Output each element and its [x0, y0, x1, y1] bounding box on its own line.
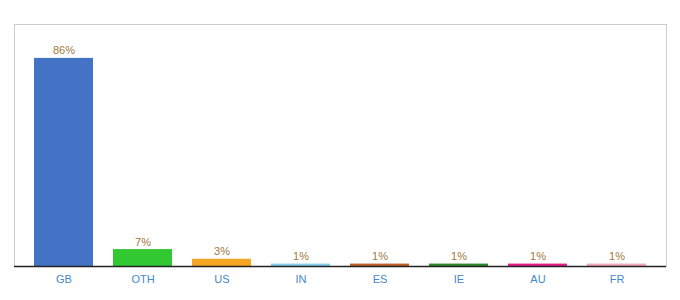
svg-text:FR: FR [610, 273, 625, 285]
svg-text:GB: GB [56, 273, 72, 285]
svg-text:1%: 1% [609, 250, 625, 262]
svg-text:ES: ES [373, 273, 388, 285]
svg-text:US: US [214, 273, 229, 285]
svg-text:IE: IE [454, 273, 464, 285]
svg-text:3%: 3% [214, 245, 230, 257]
svg-text:1%: 1% [530, 250, 546, 262]
svg-text:OTH: OTH [131, 273, 154, 285]
svg-text:1%: 1% [451, 250, 467, 262]
svg-text:1%: 1% [372, 250, 388, 262]
svg-text:86%: 86% [53, 44, 75, 56]
svg-text:IN: IN [296, 273, 307, 285]
svg-text:1%: 1% [293, 250, 309, 262]
svg-text:AU: AU [530, 273, 545, 285]
svg-text:7%: 7% [135, 236, 151, 248]
